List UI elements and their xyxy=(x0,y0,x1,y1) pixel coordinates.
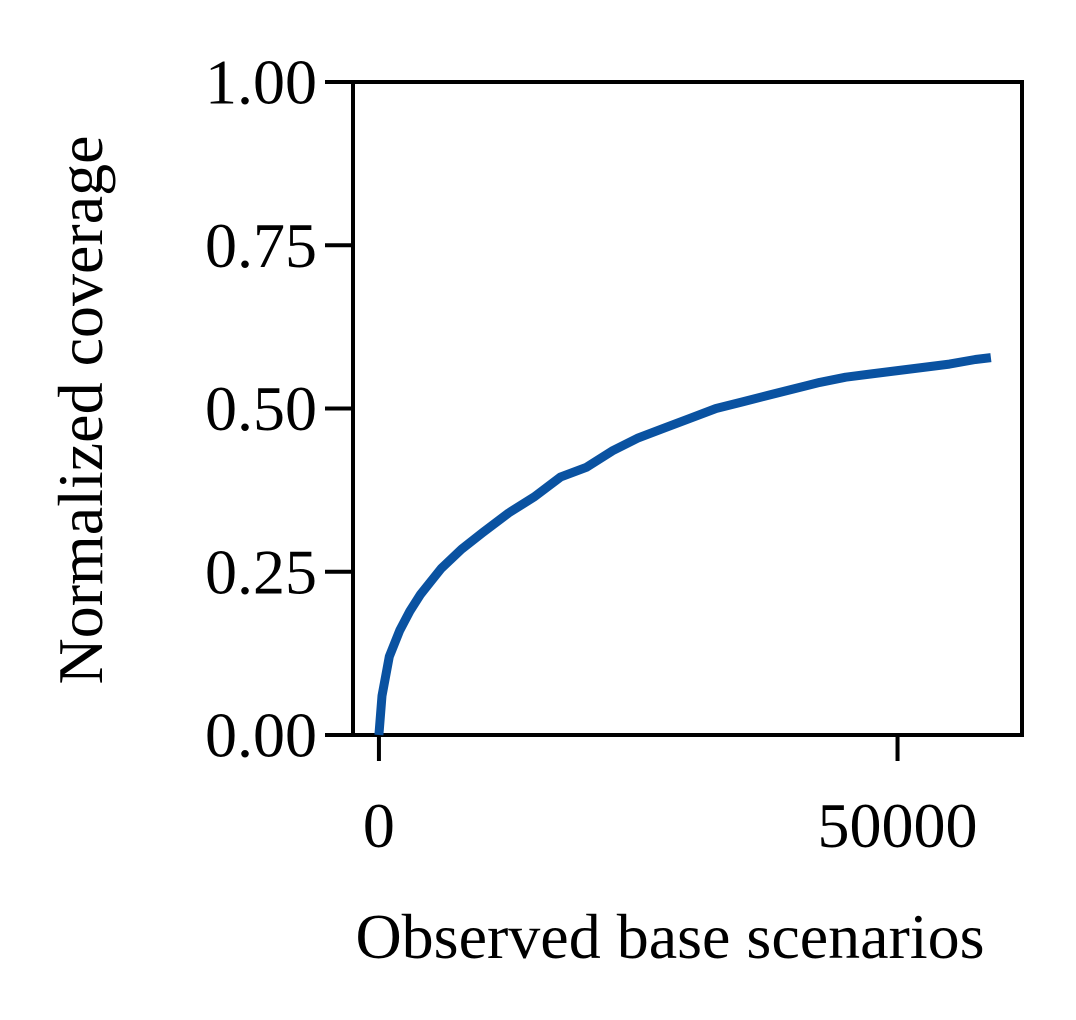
y-tick-label: 0.25 xyxy=(205,536,317,607)
y-axis-label: Normalized coverage xyxy=(45,135,116,684)
x-axis-label: Observed base scenarios xyxy=(355,901,984,972)
coverage-series-line xyxy=(374,353,992,736)
x-tick-label: 0 xyxy=(363,790,395,861)
y-tick-label: 1.00 xyxy=(205,47,317,118)
plot-frame xyxy=(351,80,1024,737)
y-tick-label: 0.75 xyxy=(205,210,317,281)
y-tick-label: 0.00 xyxy=(205,700,317,771)
series-layer xyxy=(374,353,992,736)
x-tick-label: 50000 xyxy=(818,790,978,861)
y-axis: 0.00 0.25 0.50 0.75 1.00 xyxy=(205,47,353,771)
y-tick-label: 0.50 xyxy=(205,373,317,444)
x-axis: 0 50000 xyxy=(363,735,978,861)
plot-area xyxy=(351,80,1024,737)
